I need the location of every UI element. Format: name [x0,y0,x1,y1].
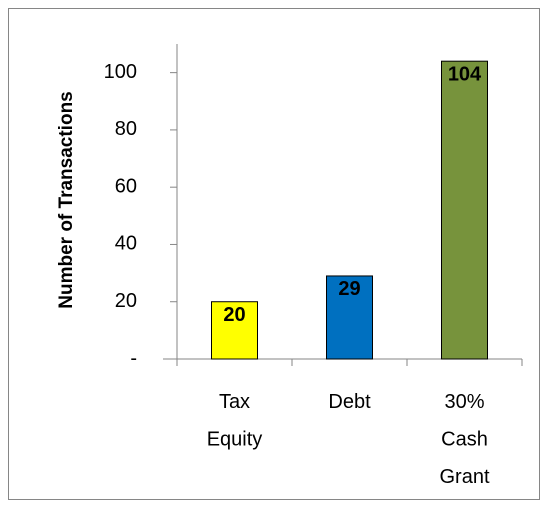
x-tick-label: Tax Equity [207,391,263,451]
y-axis-title: Number of Transactions [56,91,77,309]
y-tick-label: - [130,347,137,369]
x-tick-label: 30% Cash Grant [439,391,489,488]
bar [326,275,373,360]
y-tick-label: 20 [115,290,137,312]
y-tick-label: 80 [115,118,137,140]
data-label: 20 [223,304,245,326]
y-tick-label: 100 [104,61,137,83]
data-label: 29 [338,278,360,300]
y-tick-label: 60 [115,175,137,197]
bar [211,301,258,360]
y-tick-label: 40 [115,233,137,255]
data-label: 104 [448,63,482,85]
bar [441,60,488,360]
x-tick-label: Debt [328,391,371,413]
